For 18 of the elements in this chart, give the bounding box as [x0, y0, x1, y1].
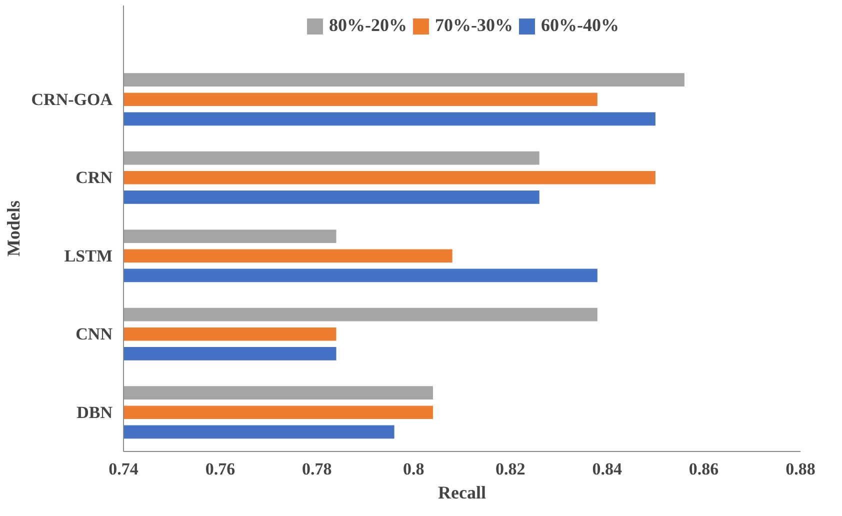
x-tick-label: 0.82	[495, 460, 526, 478]
legend-label: 70%-30%	[435, 15, 513, 36]
x-tick-label: 0.88	[786, 460, 816, 478]
x-tick-label: 0.74	[108, 460, 139, 478]
y-tick-label: DBN	[76, 402, 114, 422]
y-tick-label: LSTM	[64, 246, 113, 266]
legend-label: 60%-40%	[541, 15, 619, 36]
x-tick-label: 0.8	[403, 460, 424, 478]
y-tick-label: CNN	[76, 324, 114, 344]
x-tick-label: 0.76	[205, 460, 236, 478]
x-tick-label: 0.86	[688, 460, 719, 478]
y-tick-label: CRN-GOA	[31, 90, 114, 109]
y-tick-label: CRN	[76, 168, 114, 188]
x-tick-label: 0.84	[592, 460, 622, 478]
x-axis-title: Recall	[438, 482, 486, 502]
x-tick-label: 0.78	[302, 460, 332, 478]
y-axis-title: Models	[3, 200, 24, 256]
legend-label: 80%-20%	[329, 15, 407, 36]
